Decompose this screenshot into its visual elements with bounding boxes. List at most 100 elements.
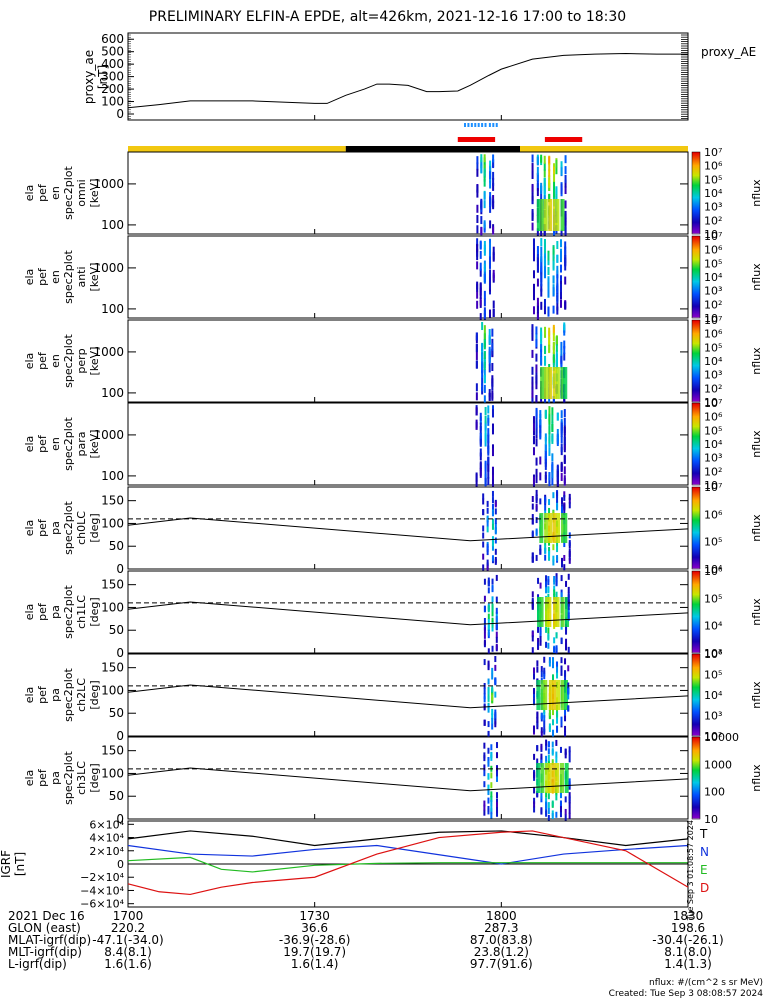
colorbar-segment (692, 393, 700, 395)
colorbar-segment (692, 520, 700, 522)
spectrogram-pixel (543, 711, 546, 718)
colorbar-segment (692, 443, 700, 445)
spectrogram-core (552, 367, 557, 399)
colorbar-segment (692, 277, 700, 279)
colorbar-segment (692, 470, 700, 472)
spectrogram-core (545, 597, 550, 627)
spectrogram-pixel (535, 497, 538, 504)
colorbar-segment (692, 724, 700, 726)
ytick-label: 150 (101, 494, 124, 508)
spectrogram-pixel (488, 250, 491, 259)
panel-frame (127, 151, 689, 235)
panel-pa_ch2 (127, 653, 701, 738)
colorbar-segment (692, 782, 700, 784)
spectrogram-pixel (540, 731, 543, 738)
colorbar-segment (692, 578, 700, 580)
spectrogram-pixel (490, 782, 493, 789)
spectrogram-pixel (491, 497, 494, 504)
spectrogram-pixel (531, 376, 534, 385)
panel-ylabel: ela (23, 353, 36, 370)
panel-ylabel: en (49, 186, 62, 200)
footer-row-value: -47.1(-34.0) (92, 933, 164, 947)
panel-spec_omni (127, 151, 701, 238)
colorbar-segment (692, 566, 700, 568)
colorbar-segment (692, 721, 700, 723)
colorbar-segment (692, 237, 700, 239)
spectrogram-pixel (563, 352, 566, 361)
colorbar-segment (692, 769, 700, 771)
spectrogram-pixel (488, 309, 491, 318)
spectrogram-pixel (494, 528, 497, 535)
spectrogram-pixel (555, 632, 558, 639)
colorbar-segment (692, 766, 700, 768)
spectrogram-pixel (560, 161, 563, 170)
colorbar-segment (692, 346, 700, 348)
colorbar-segment (692, 320, 700, 322)
colorbar-segment (692, 247, 700, 249)
colorbar-segment (692, 334, 700, 336)
colorbar-segment (692, 749, 700, 751)
spectrogram-pixel (535, 353, 538, 362)
colorbar-segment (692, 287, 700, 289)
colorbar-segment (692, 349, 700, 351)
colorbar-segment (692, 802, 700, 804)
spectrogram-pixel (537, 642, 540, 649)
spectrogram-pixel (486, 564, 489, 571)
panel-ylabel: spec2plot (62, 501, 75, 555)
spectrogram-pixel (548, 507, 551, 514)
spectrogram-pixel (475, 351, 478, 360)
colorbar-segment (692, 507, 700, 509)
spectrogram-pixel (492, 182, 495, 191)
spectrogram-pixel (483, 781, 486, 788)
spectrogram-pixel (484, 477, 487, 486)
colorbar-segment (692, 279, 700, 281)
spectrogram-pixel (535, 396, 538, 405)
panel-ylabel: ch2LC (75, 678, 88, 712)
colorbar-segment (692, 545, 700, 547)
spectrogram-pixel (563, 477, 566, 486)
spectrogram-pixel (548, 163, 551, 172)
panel-ylabel: pef (36, 602, 49, 621)
colorbar-segment (692, 779, 700, 781)
colorbar-segment (692, 312, 700, 314)
colorbar-segment (692, 753, 700, 755)
footer-row-label: GLON (east) (8, 921, 81, 935)
colorbar-segment (692, 683, 700, 685)
spectrogram-core (555, 199, 560, 231)
colorbar-segment (692, 335, 700, 337)
colorbar-segment (692, 354, 700, 356)
colorbar-segment (692, 421, 700, 423)
spectrogram-pixel (487, 441, 490, 450)
spectrogram-pixel (483, 384, 486, 393)
colorbar-tick-label: 10⁷ (704, 146, 722, 159)
spectrogram-pixel (555, 194, 558, 203)
colorbar-segment (692, 555, 700, 557)
spectrogram-pixel (540, 666, 543, 673)
spectrogram-pixel (533, 787, 536, 794)
spectrogram-pixel (487, 805, 490, 812)
colorbar-segment (692, 532, 700, 534)
spectrogram-pixel (484, 469, 487, 478)
spectrogram-pixel (556, 473, 559, 482)
colorbar-segment (692, 345, 700, 347)
spectrogram-pixel (490, 752, 493, 759)
ytick-label: 150 (101, 578, 124, 592)
colorbar-segment (692, 239, 700, 241)
colorbar-segment (692, 160, 700, 162)
spectrogram-pixel (531, 390, 534, 399)
spectrogram-pixel (536, 264, 539, 273)
spectrogram-pixel (537, 626, 540, 633)
colorbar-segment (692, 179, 700, 181)
spectrogram-pixel (560, 463, 563, 472)
colorbar-segment (692, 252, 700, 254)
spectrogram-pixel (532, 447, 535, 456)
spectrogram-pixel (488, 269, 491, 278)
colorbar-segment (692, 731, 700, 733)
spectrogram-pixel (535, 438, 538, 447)
spectrogram-pixel (551, 813, 554, 820)
colorbar-segment (692, 498, 700, 500)
colorbar-segment (692, 712, 700, 714)
colorbar-label: nflux (750, 263, 763, 291)
spectrogram-pixel (489, 171, 492, 180)
colorbar-segment (692, 617, 700, 619)
